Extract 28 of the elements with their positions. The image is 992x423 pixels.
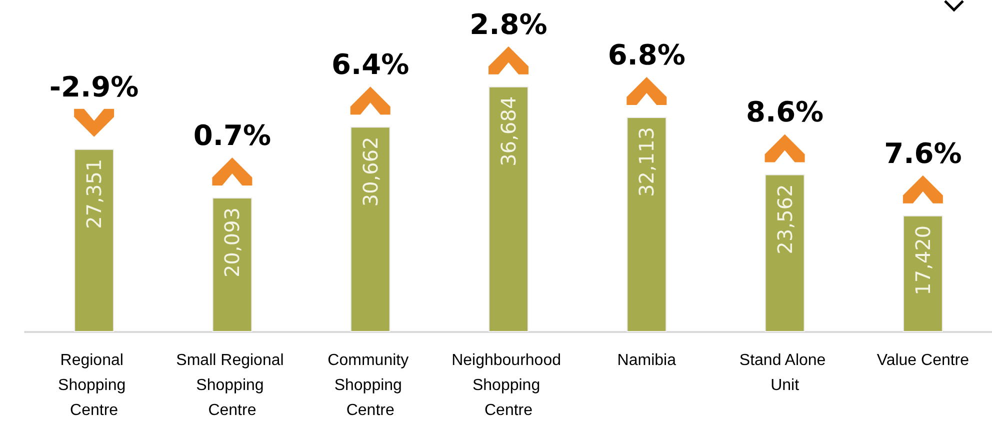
x-tick-label: Namibia <box>617 352 676 369</box>
x-tick-label: Regional Shopping Centre <box>58 352 130 419</box>
data-label: 20,093 <box>220 207 244 278</box>
annotation: 6.8% <box>608 38 686 72</box>
x-tick-label: Small Regional Shopping Centre <box>176 352 288 419</box>
data-label: 27,351 <box>82 158 106 229</box>
bar <box>350 126 390 332</box>
annotation: 0.7% <box>193 118 272 152</box>
x-tick-label: Stand Alone Unit <box>739 352 830 394</box>
bar <box>764 174 805 332</box>
annotation: 7.6% <box>884 136 962 170</box>
data-label: 30,662 <box>358 136 382 207</box>
x-tick-label: Value Centre <box>876 352 970 369</box>
annotation: 6.4% <box>332 48 410 82</box>
bar <box>74 148 114 332</box>
bar <box>488 86 528 332</box>
data-label: 36,684 <box>496 96 520 166</box>
data-label: 32,113 <box>634 126 659 197</box>
annotation: -2.9% <box>49 70 139 104</box>
x-tick-label: Community Shopping Centre <box>328 352 414 419</box>
x-tick-label: Neighbourhood Shopping Centre <box>452 352 566 419</box>
bar <box>626 116 667 332</box>
data-label: 17,420 <box>910 225 935 296</box>
annotation: 8.6% <box>746 96 824 129</box>
bar <box>212 197 252 332</box>
data-label: 23,562 <box>772 184 797 254</box>
bar <box>902 215 943 332</box>
annotation: 2.8% <box>470 8 548 41</box>
